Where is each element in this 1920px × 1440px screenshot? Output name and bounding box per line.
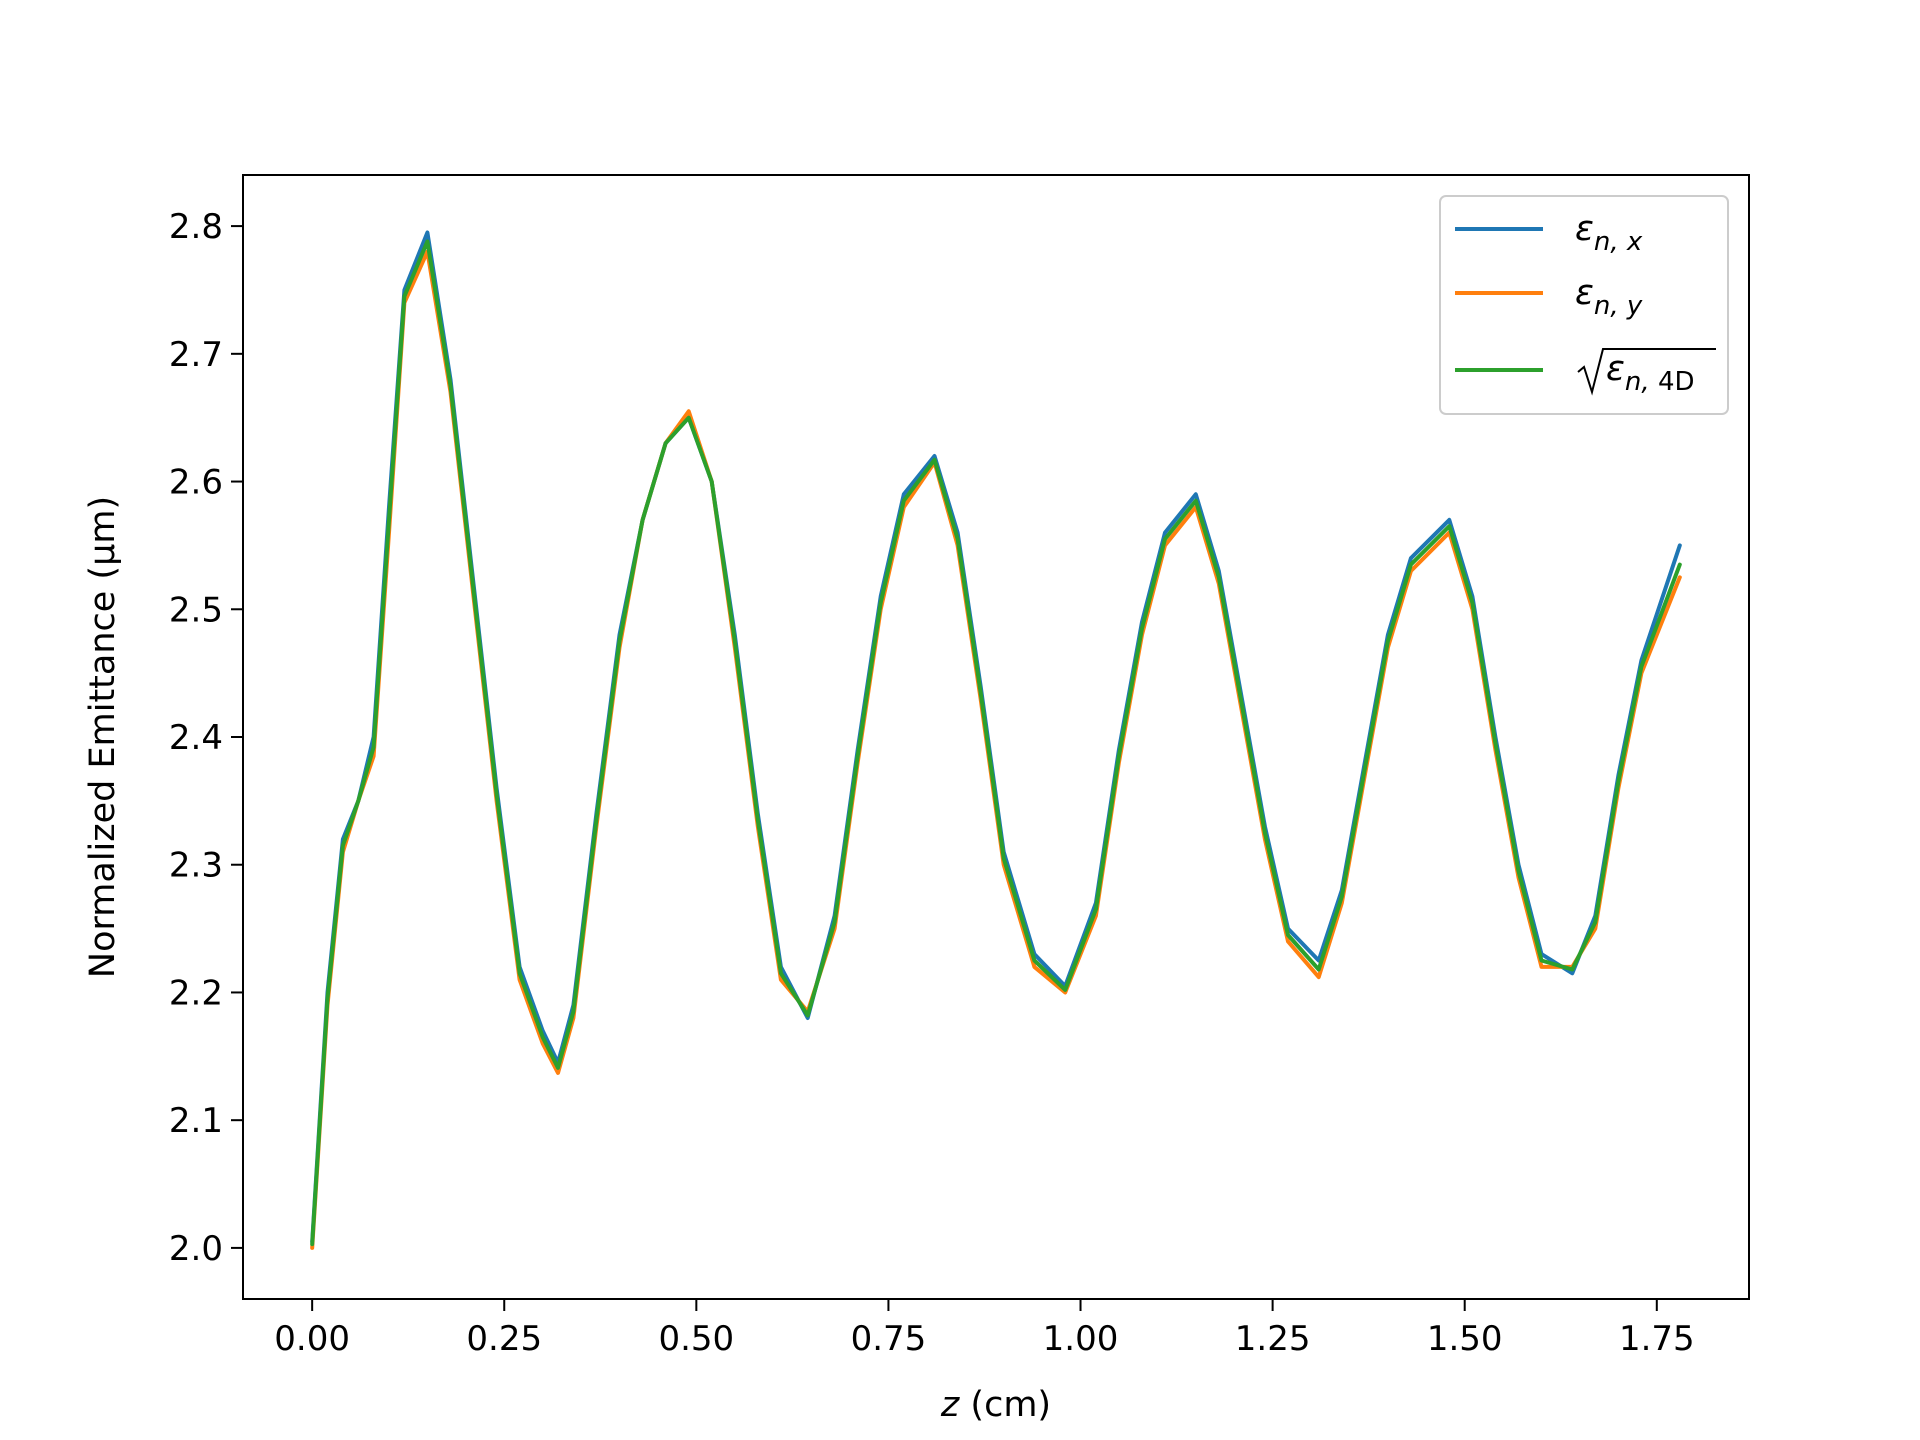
legend-label-en4d-base: ε	[1606, 349, 1625, 389]
y-tick-label: 2.0	[169, 1229, 223, 1269]
y-axis-ticks: 2.0 2.1 2.2 2.3 2.4 2.5 2.6 2.7 2.8	[169, 207, 243, 1269]
series-layer	[310, 230, 1682, 1250]
y-tick-label: 2.7	[169, 335, 223, 375]
legend-label-eny-base: ε	[1575, 273, 1594, 313]
series-line-2	[310, 239, 1682, 1247]
y-tick-label: 2.5	[169, 590, 223, 630]
x-tick-label: 0.00	[274, 1319, 350, 1359]
legend-box	[1439, 195, 1729, 415]
legend: εn, x εn, y εn, 4D	[1439, 195, 1729, 415]
legend-label-en4d-sub: n,	[1625, 367, 1658, 397]
x-tick-label: 0.50	[658, 1319, 734, 1359]
legend-label-enx-base: ε	[1575, 209, 1594, 249]
x-axis-ticks: 0.00 0.25 0.50 0.75 1.00 1.25 1.50 1.75	[274, 1299, 1695, 1359]
y-tick-label: 2.4	[169, 718, 223, 758]
x-axis-label-unit: (cm)	[970, 1385, 1051, 1425]
x-tick-label: 1.50	[1427, 1319, 1503, 1359]
legend-label-eny-sub: n, y	[1594, 291, 1643, 321]
legend-label-enx-sub: n, x	[1594, 227, 1643, 257]
legend-label-enx: εn, x	[1575, 209, 1643, 257]
y-tick-label: 2.8	[169, 207, 223, 247]
y-tick-label: 2.3	[169, 846, 223, 886]
x-axis-label-var: z	[940, 1385, 960, 1425]
legend-sqrt-sign	[1577, 348, 1716, 396]
y-tick-label: 2.1	[169, 1101, 223, 1141]
y-tick-label: 2.2	[169, 973, 223, 1013]
y-axis-label: Normalized Emittance (μm)	[83, 496, 123, 978]
legend-label-en4d: εn, 4D	[1606, 349, 1695, 397]
legend-label-en4d-sub-upright: 4D	[1658, 367, 1695, 397]
x-tick-label: 0.75	[851, 1319, 927, 1359]
x-tick-label: 1.00	[1043, 1319, 1119, 1359]
x-tick-label: 0.25	[466, 1319, 542, 1359]
x-tick-label: 1.75	[1619, 1319, 1695, 1359]
x-tick-label: 1.25	[1235, 1319, 1311, 1359]
x-axis-label: z (cm)	[940, 1385, 1051, 1425]
legend-label-eny: εn, y	[1575, 273, 1643, 321]
y-tick-label: 2.6	[169, 463, 223, 503]
